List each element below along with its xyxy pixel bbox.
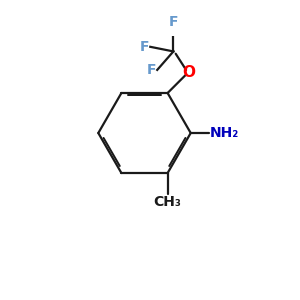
Text: F: F xyxy=(169,16,178,29)
Text: F: F xyxy=(140,40,149,54)
Text: CH₃: CH₃ xyxy=(154,195,182,209)
Text: O: O xyxy=(182,65,195,80)
Text: NH₂: NH₂ xyxy=(210,126,239,140)
Text: F: F xyxy=(147,63,156,77)
